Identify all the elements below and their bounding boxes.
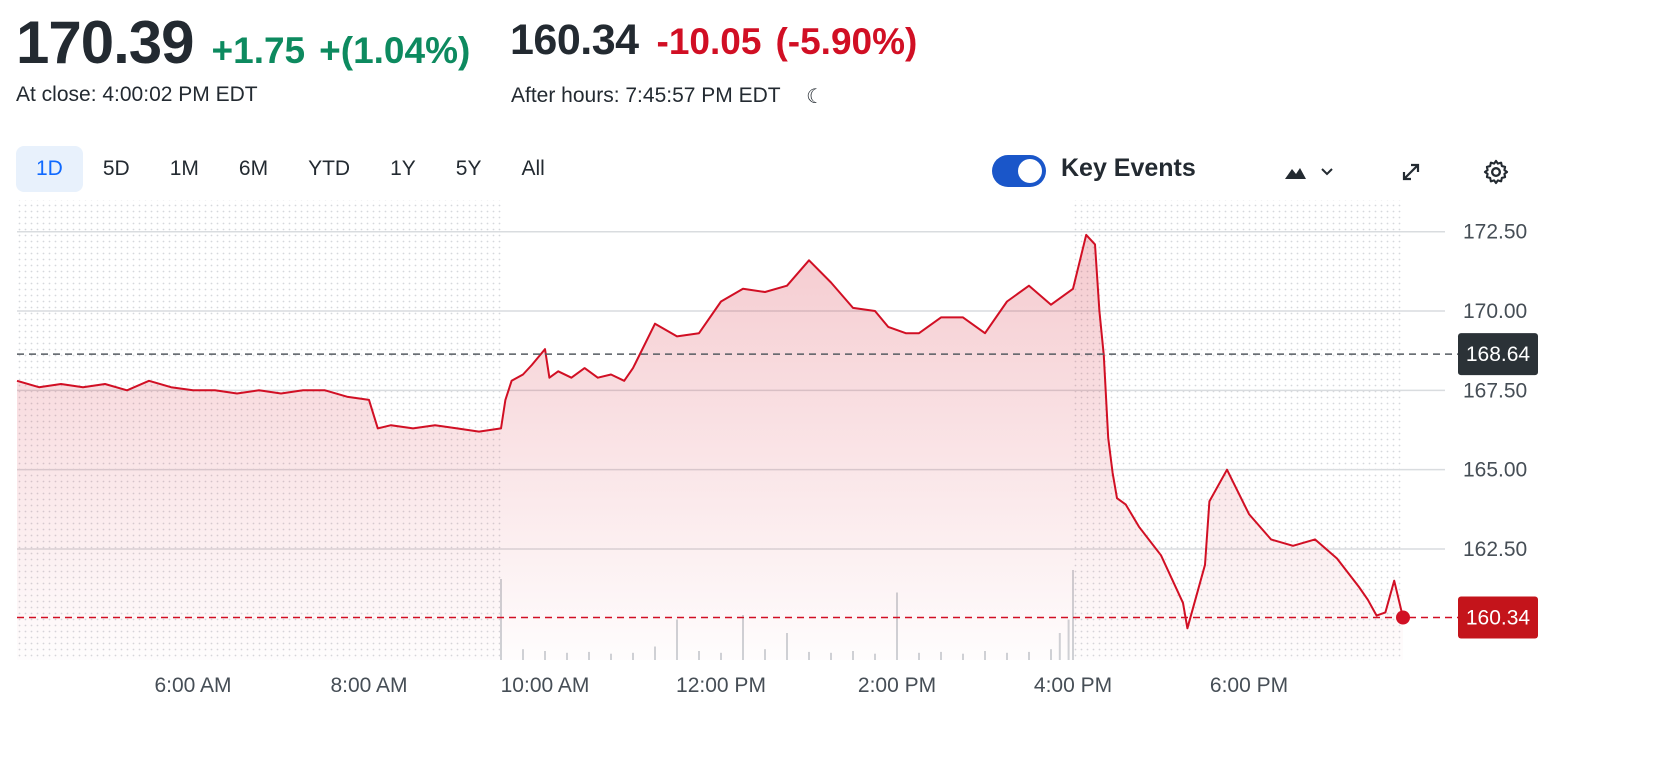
range-6m-button[interactable]: 6M: [238, 157, 269, 180]
close-change: +1.75: [211, 30, 306, 71]
mountain-chart-icon: [1285, 168, 1333, 179]
time-range-selector: 1D 5D 1M 6M YTD 1Y 5Y All: [16, 146, 565, 192]
price-tags: 168.64 160.34: [1458, 333, 1538, 639]
gear-icon: [1483, 159, 1509, 185]
close-timestamp: At close: 4:00:02 PM EDT: [16, 83, 258, 106]
x-tick-label: 6:00 AM: [154, 674, 231, 697]
price-area: [17, 234, 1403, 660]
x-tick-label: 10:00 AM: [501, 674, 590, 697]
settings-button[interactable]: [1478, 154, 1514, 190]
y-tick-label: 172.50: [1463, 221, 1527, 244]
y-tick-label: 162.50: [1463, 538, 1527, 561]
previous-close-label: 168.64: [1466, 343, 1531, 366]
current-price-tag: [1458, 596, 1538, 639]
x-tick-label: 12:00 PM: [676, 674, 766, 697]
close-change-percent: +(1.04%): [319, 30, 471, 71]
range-all-button[interactable]: All: [521, 157, 545, 180]
after-hours-price: 160.34: [510, 16, 639, 64]
range-5d-button[interactable]: 5D: [102, 157, 130, 180]
x-tick-label: 6:00 PM: [1210, 674, 1288, 697]
price-line: [16, 233, 1404, 630]
close-quote: 170.39 +1.75 +(1.04%): [16, 8, 470, 77]
after-hours-quote: 160.34 -10.05 (-5.90%): [510, 16, 917, 65]
expand-icon: [1402, 163, 1420, 181]
x-axis: 6:00 AM 8:00 AM 10:00 AM 12:00 PM 2:00 PM 4:0…: [154, 674, 1288, 697]
expand-button[interactable]: [1393, 154, 1429, 190]
toggle-knob: [1018, 159, 1042, 183]
range-1y-button[interactable]: 1Y: [390, 157, 416, 180]
after-hours-timestamp: After hours: 7:45:57 PM EDT: [511, 84, 781, 107]
after-hours-row: After hours: 7:45:57 PM EDT ☾: [511, 83, 824, 108]
key-events-label: Key Events: [1061, 154, 1196, 182]
previous-close-tag: [1458, 333, 1538, 376]
y-tick-label: 165.00: [1463, 459, 1527, 482]
range-1d-button[interactable]: 1D: [16, 146, 83, 192]
y-axis: 172.50 170.00 167.50 165.00 162.50: [1463, 221, 1527, 561]
x-tick-label: 8:00 AM: [330, 674, 407, 697]
close-price: 170.39: [16, 9, 195, 76]
range-5y-button[interactable]: 5Y: [455, 157, 482, 180]
current-price-marker: [1396, 610, 1410, 625]
range-ytd-button[interactable]: YTD: [308, 157, 351, 180]
key-events-toggle[interactable]: [992, 155, 1046, 187]
current-price-label: 160.34: [1466, 606, 1531, 629]
after-hours-change-percent: (-5.90%): [775, 21, 918, 62]
y-tick-label: 170.00: [1463, 300, 1527, 323]
x-tick-label: 2:00 PM: [858, 674, 936, 697]
x-tick-label: 4:00 PM: [1034, 674, 1112, 697]
range-1m-button[interactable]: 1M: [169, 157, 199, 180]
after-hours-change: -10.05: [656, 21, 762, 62]
moon-icon: ☾: [806, 86, 825, 108]
price-series: [16, 233, 1404, 660]
chart-type-dropdown[interactable]: [1282, 154, 1342, 190]
reference-lines: [17, 353, 1460, 625]
y-tick-label: 167.50: [1463, 379, 1527, 402]
